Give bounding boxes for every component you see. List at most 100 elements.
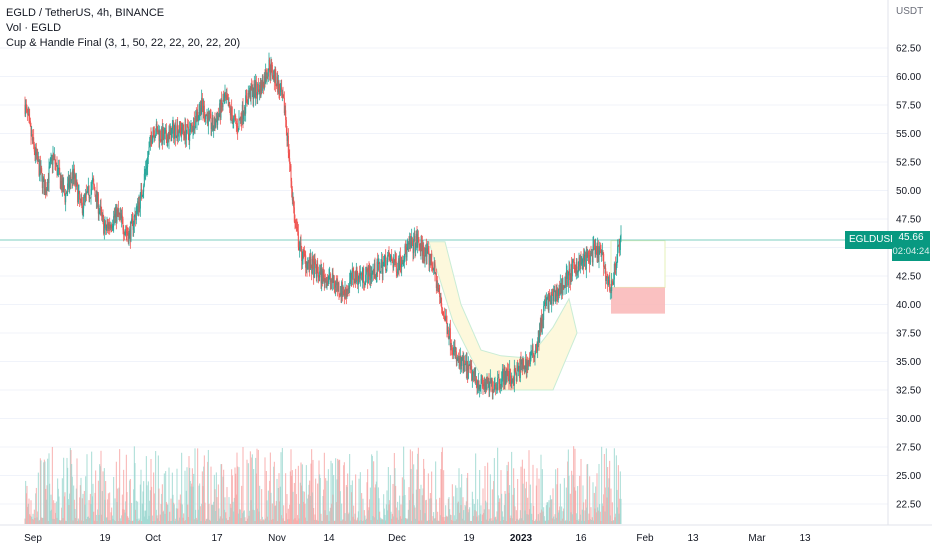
volume-bar [214,489,216,524]
candle-body [203,105,205,119]
volume-bar [431,520,433,524]
candle-body [117,209,119,215]
candle-body [517,365,519,370]
volume-bar [499,520,501,524]
candle-body [469,363,471,366]
symbol-legend[interactable]: EGLD / TetherUS, 4h, BINANCE [6,7,165,19]
candle-body [75,180,77,187]
candle-body [561,278,563,294]
candle-body [141,195,143,197]
volume-bar [31,516,33,524]
candle-body [316,263,318,278]
volume-bar [105,517,107,524]
volume-bar [143,481,145,524]
volume-bar [209,519,211,524]
candle-body [534,353,536,358]
volume-bar [485,500,487,524]
price-tick-label: 32.50 [896,386,921,397]
candle-body [344,288,346,296]
candle-body [154,136,156,138]
candle-body [385,268,387,271]
volume-bar [204,502,206,524]
volume-bar [83,490,85,524]
candle-body [327,281,329,284]
volume-bar [419,509,421,524]
candle-body [498,377,500,385]
candle-body [610,289,612,292]
candle-body [416,233,418,248]
volume-bar [585,499,587,524]
volume-bar [65,520,67,524]
volume-bar [289,471,291,524]
volume-legend[interactable]: Vol · EGLD [6,22,62,34]
volume-bar [213,501,215,524]
volume-bar [583,502,585,524]
volume-bar [555,469,557,524]
candle-body [347,288,349,291]
volume-bar [601,446,603,524]
candle-body [541,318,543,327]
volume-bar [236,452,238,524]
volume-bar [75,488,77,524]
candle-body [349,277,351,282]
volume-bar [255,457,257,524]
volume-bar [314,514,316,524]
candle-body [257,83,259,90]
candle-body [390,256,392,257]
candle-body [204,118,206,120]
volume-bar [118,487,120,524]
volume-bar [577,521,579,524]
volume-bar [384,514,386,524]
candle-body [305,261,307,268]
candle-body [425,247,427,257]
volume-bar [133,446,135,524]
candle-body [493,385,495,391]
candle-body [116,209,118,222]
volume-bar [191,468,193,524]
candle-body [235,116,237,121]
volume-bar [591,519,593,524]
candle-body [617,245,619,247]
candle-body [247,93,249,105]
volume-bar [313,508,315,524]
volume-bar [299,482,301,524]
volume-bar [353,519,355,524]
candle-body [200,107,202,116]
volume-bar [231,469,233,524]
volume-bar [161,484,163,524]
indicator-legend[interactable]: Cup & Handle Final (3, 1, 50, 22, 22, 20… [6,37,241,49]
volume-bar [131,520,133,524]
candle-body [554,289,556,302]
volume-bar [344,513,346,524]
price-axis[interactable]: USDT22.5025.0027.5030.0032.5035.0037.504… [887,0,923,525]
volume-bar [369,499,371,524]
volume-bar [330,460,332,524]
candle-body [136,206,138,213]
volume-bar [379,511,381,524]
volume-bar [79,485,81,524]
candle-body [407,242,409,245]
candle-body [27,109,29,115]
volume-bar [515,520,517,524]
candle-body [279,90,281,96]
candle-body [29,117,31,121]
candle-body [48,166,50,183]
candle-body [257,83,259,96]
volume-bar [341,503,343,524]
candle-body [353,279,355,284]
candle-body [54,155,56,164]
candle-body [310,256,312,269]
candle-body [369,270,371,280]
volume-bar [505,520,507,524]
volume-bar [123,509,125,524]
volume-bar [31,518,33,524]
volume-bar [116,502,118,524]
candle-body [337,282,339,290]
candle-body [464,363,466,365]
candle-body [361,273,363,280]
time-axis[interactable]: Sep 19 Oct 17 Nov 14 Dec 19 2023 16 Feb 13 Mar 13 [0,524,932,544]
volume-bar [235,473,237,524]
candle-body [466,361,468,372]
volume-bar [87,516,89,524]
